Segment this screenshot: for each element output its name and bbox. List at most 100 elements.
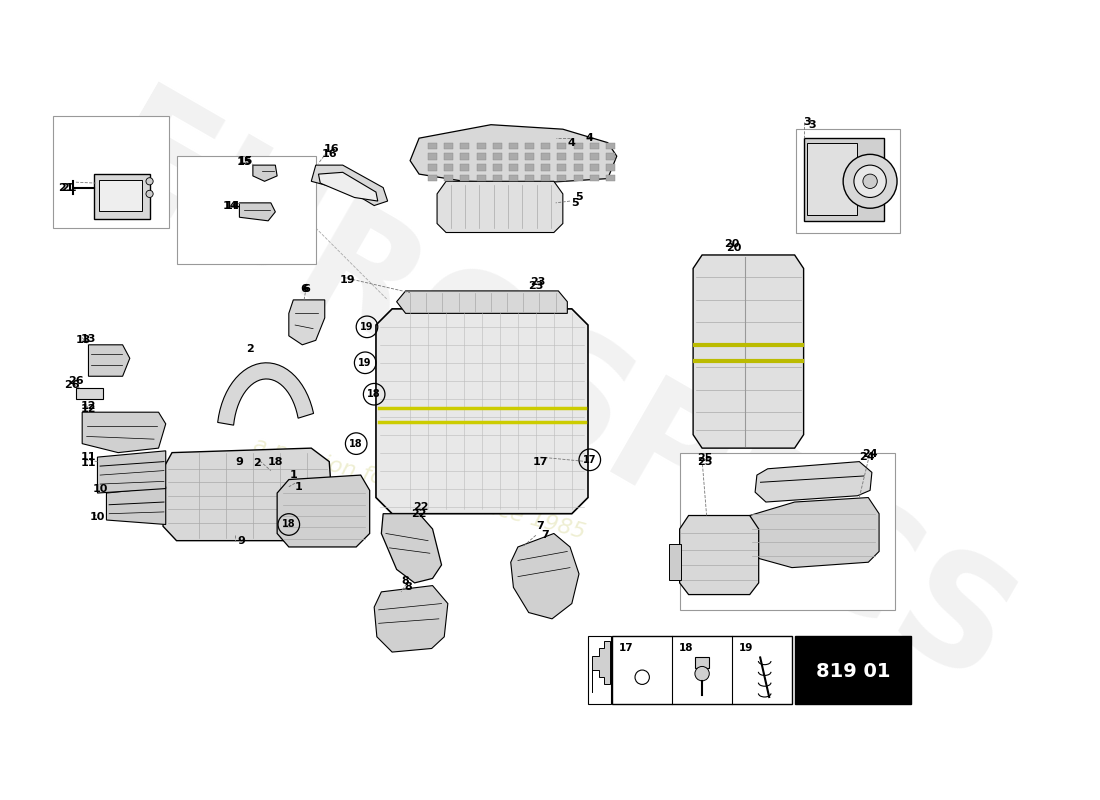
Bar [461,175,470,182]
Text: 21: 21 [58,182,74,193]
Polygon shape [376,309,588,514]
Bar [613,636,792,704]
Text: 11: 11 [80,452,96,462]
Bar [509,154,518,160]
Text: 23: 23 [528,282,543,291]
Text: 18: 18 [350,438,363,449]
Bar [680,453,895,610]
Text: 819 01: 819 01 [816,662,890,682]
Polygon shape [163,448,333,541]
Bar [509,175,518,182]
Bar [558,154,566,160]
Text: 25: 25 [697,453,713,463]
Text: 20: 20 [724,239,739,249]
Text: EUROSPECS: EUROSPECS [72,78,1036,720]
Text: 4: 4 [568,138,575,148]
Polygon shape [277,475,370,547]
Bar [493,164,502,170]
Text: 7: 7 [537,522,544,531]
Polygon shape [374,586,448,652]
Text: 24: 24 [859,452,874,462]
Circle shape [146,190,153,198]
Polygon shape [755,462,872,502]
Bar [476,142,485,149]
Bar [590,175,598,182]
Text: 13: 13 [76,335,91,346]
Text: 13: 13 [80,334,96,343]
Bar [461,154,470,160]
Bar [444,164,453,170]
Bar [558,164,566,170]
Text: 5: 5 [575,191,583,202]
Text: 21: 21 [60,182,77,193]
Polygon shape [382,514,441,583]
Bar [428,142,437,149]
Bar [476,154,485,160]
Bar [541,164,550,170]
Bar [794,636,912,704]
Text: 17: 17 [618,643,634,654]
Bar [541,154,550,160]
Polygon shape [397,291,568,314]
Text: 10: 10 [90,512,106,522]
Text: 6: 6 [302,284,310,294]
Text: 18: 18 [367,390,381,399]
Polygon shape [253,165,277,182]
Bar [804,138,884,221]
Polygon shape [693,255,804,448]
Bar [573,154,583,160]
Polygon shape [76,388,102,398]
Text: 12: 12 [80,405,96,414]
Text: 16: 16 [321,150,337,159]
Text: 14: 14 [222,201,239,210]
Text: 22: 22 [411,509,427,518]
Text: 19: 19 [340,275,355,285]
Bar [606,154,615,160]
Bar [493,154,502,160]
Text: 17: 17 [532,457,548,466]
Text: 2: 2 [246,344,254,354]
Bar [476,164,485,170]
Text: 26: 26 [65,380,80,390]
Text: 18: 18 [282,519,296,530]
Bar [176,156,316,264]
Text: 8: 8 [405,582,412,592]
Bar [525,164,535,170]
Text: 9: 9 [238,536,245,546]
Text: 18: 18 [679,643,693,654]
Bar [428,154,437,160]
Text: 17: 17 [583,455,596,465]
Text: 24: 24 [862,450,878,459]
Text: 6: 6 [300,284,308,294]
Text: 15: 15 [236,157,252,166]
Circle shape [854,165,887,198]
Bar [461,164,470,170]
Polygon shape [240,203,275,221]
Bar [807,142,857,214]
Bar [428,175,437,182]
Polygon shape [98,451,166,493]
Polygon shape [410,125,617,183]
Polygon shape [437,182,563,233]
Text: 25: 25 [697,457,713,466]
Polygon shape [510,534,579,619]
Text: 7: 7 [541,530,549,540]
Text: 23: 23 [530,277,546,287]
Bar [606,142,615,149]
Bar [444,175,453,182]
Text: 15: 15 [238,156,253,166]
Bar [444,154,453,160]
Bar [509,142,518,149]
Circle shape [695,666,710,681]
Polygon shape [289,300,324,345]
Polygon shape [218,362,314,425]
Text: 3: 3 [803,117,811,127]
Text: 19: 19 [359,358,372,368]
Text: 3: 3 [808,120,816,130]
Polygon shape [680,515,759,594]
Text: 26: 26 [68,376,84,386]
Bar [573,142,583,149]
Bar [428,164,437,170]
Text: 16: 16 [323,144,339,154]
Text: 1: 1 [295,482,302,492]
